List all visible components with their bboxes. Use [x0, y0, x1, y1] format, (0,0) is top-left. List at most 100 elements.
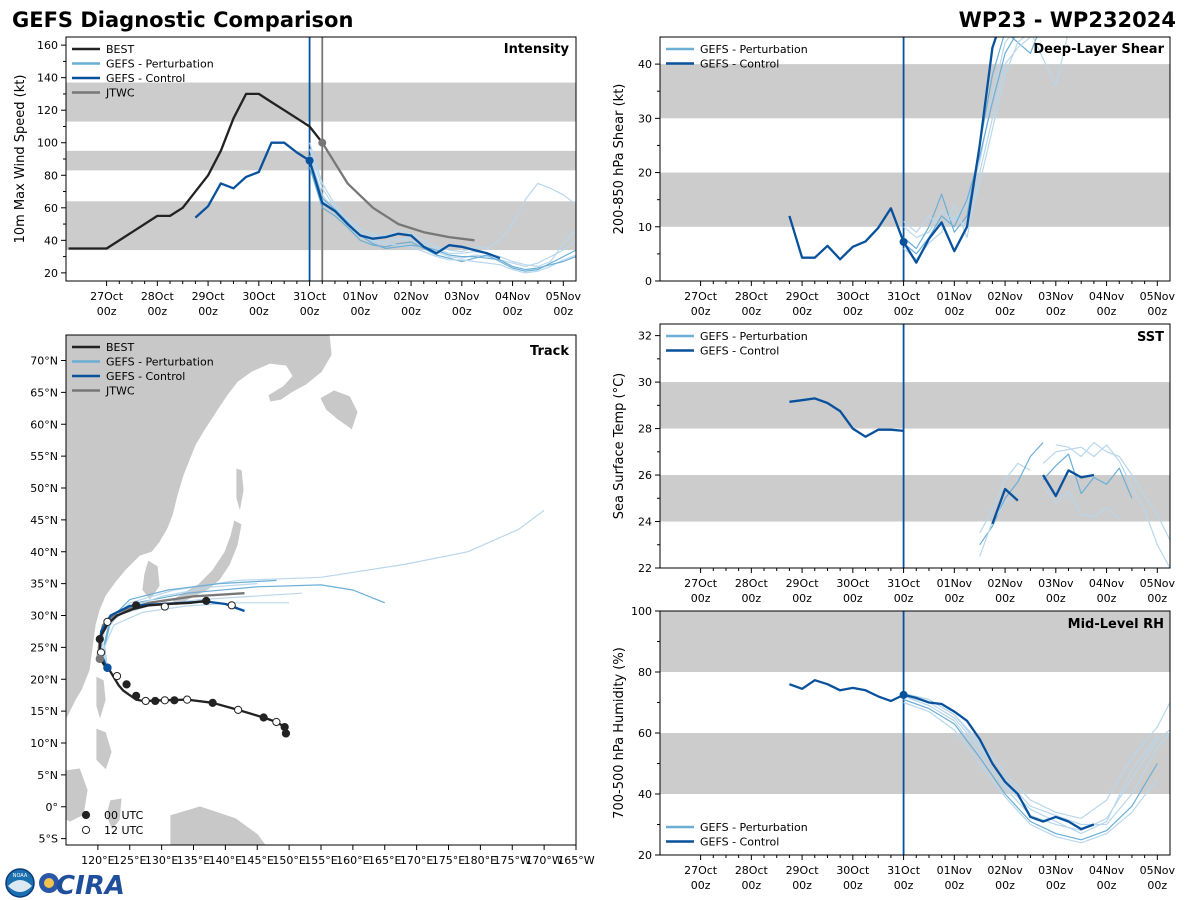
- sst-xtick-label: 01Nov: [937, 577, 973, 590]
- shear-band: [660, 172, 1170, 227]
- intensity-xtick-label: 05Nov: [546, 290, 582, 303]
- shear-xtick-label: 31Oct: [887, 290, 921, 303]
- track-map: [66, 335, 576, 845]
- shear-xtick-sublabel: 00z: [894, 305, 914, 318]
- sst-xtick-sublabel: 00z: [1097, 592, 1117, 605]
- shear-series-perturbation: [903, 37, 1068, 233]
- track-lon-label: 175°E: [432, 854, 465, 867]
- track-point-12utc: [160, 602, 169, 611]
- sst-xtick-label: 31Oct: [887, 577, 921, 590]
- sst-xtick-label: 29Oct: [786, 577, 820, 590]
- track-lat-label: 10°N: [30, 737, 58, 750]
- sst-xtick-sublabel: 00z: [1046, 592, 1066, 605]
- intensity-band: [66, 82, 576, 122]
- track-lat-label: 35°N: [30, 578, 58, 591]
- shear-xtick-label: 03Nov: [1038, 290, 1074, 303]
- track-point-00utc: [259, 713, 268, 722]
- rh-xtick-sublabel: 00z: [792, 879, 812, 892]
- shear-xtick-sublabel: 00z: [944, 305, 964, 318]
- sst-xtick-sublabel: 00z: [894, 592, 914, 605]
- rh-xtick-sublabel: 00z: [944, 879, 964, 892]
- track-point-00utc: [208, 698, 217, 707]
- track-point-00utc: [122, 680, 131, 689]
- track-lon-label: 170°E: [400, 854, 433, 867]
- track-lat-label: 30°N: [30, 610, 58, 623]
- rh-xtick-sublabel: 00z: [894, 879, 914, 892]
- rh-xtick-label: 31Oct: [887, 864, 921, 877]
- rh-series-perturbation: [903, 698, 1158, 841]
- sst-band: [660, 475, 1170, 522]
- track-point-00utc: [95, 634, 104, 644]
- shear-xtick-label: 27Oct: [684, 290, 718, 303]
- shear-xtick-sublabel: 00z: [1147, 305, 1167, 318]
- sst-xtick-label: 03Nov: [1038, 577, 1074, 590]
- sst-series-gefs-control: [1042, 469, 1095, 498]
- legend-label-control: GEFS - Control: [106, 370, 185, 383]
- track-series-perturbation: [103, 602, 290, 670]
- track-lon-label: 180°E: [464, 854, 497, 867]
- shear-ytick-label: 20: [638, 167, 652, 180]
- shear-xtick-label: 01Nov: [937, 290, 973, 303]
- shear-xtick-sublabel: 00z: [691, 305, 711, 318]
- sst-xtick-sublabel: 00z: [741, 592, 761, 605]
- rh-xtick-sublabel: 00z: [1046, 879, 1066, 892]
- rh-band: [660, 733, 1170, 794]
- track-point-12utc: [160, 696, 169, 705]
- storm-id: WP23 - WP232024: [959, 8, 1176, 32]
- shear-xtick-sublabel: 00z: [792, 305, 812, 318]
- rh-xtick-label: 01Nov: [937, 864, 973, 877]
- sst-series-perturbation: [1042, 444, 1170, 568]
- track-lon-label: 130°E: [145, 854, 178, 867]
- legend-marker-12utc: [81, 825, 91, 835]
- track-control-point: [103, 663, 112, 672]
- intensity-xtick-label: 28Oct: [141, 290, 175, 303]
- intensity-xtick-sublabel: 00z: [401, 305, 421, 318]
- shear-xtick-sublabel: 00z: [1097, 305, 1117, 318]
- shear-ytick-label: 10: [638, 221, 652, 234]
- track-lon-label: 165°E: [368, 854, 401, 867]
- rh-series-gefs-control: [789, 679, 1095, 831]
- legend-marker-label: 00 UTC: [104, 809, 144, 822]
- legend-marker-00utc: [81, 810, 91, 820]
- intensity-ytick-label: 160: [37, 39, 58, 52]
- legend-label-pert: GEFS - Perturbation: [106, 356, 214, 369]
- land-masses: [66, 335, 359, 845]
- track-lat-label: 5°N: [37, 769, 58, 782]
- track-lat-label: 40°N: [30, 546, 58, 559]
- shear-xtick-label: 28Oct: [735, 290, 769, 303]
- sst-ytick-label: 22: [638, 562, 652, 575]
- track-lat-label: 5°S: [39, 833, 58, 846]
- track-lat-label: 65°N: [30, 386, 58, 399]
- intensity-control-marker: [305, 156, 314, 165]
- track-lat-label: 55°N: [30, 450, 58, 463]
- rh-ytick-label: 80: [638, 666, 652, 679]
- figure-title: GEFS Diagnostic Comparison: [12, 8, 353, 32]
- rh-xtick-label: 03Nov: [1038, 864, 1074, 877]
- track-lon-label: 125°E: [113, 854, 146, 867]
- rh-xtick-label: 27Oct: [684, 864, 718, 877]
- track-point-00utc: [132, 601, 141, 610]
- intensity-ytick-label: 40: [44, 234, 58, 247]
- shear-ytick-label: 0: [645, 275, 652, 288]
- shear-ytick-label: 30: [638, 112, 652, 125]
- shear-band: [660, 64, 1170, 119]
- sst-ytick-label: 28: [638, 423, 652, 436]
- track-lon-label: 165°W: [557, 854, 594, 867]
- track-lon-label: 160°E: [336, 854, 369, 867]
- sst-series-gefs-control: [991, 487, 1019, 525]
- sst-ytick-label: 30: [638, 376, 652, 389]
- sst-xtick-sublabel: 00z: [944, 592, 964, 605]
- track-lon-label: 175°W: [494, 854, 531, 867]
- sst-series-perturbation: [979, 493, 1019, 557]
- sst-xtick-sublabel: 00z: [792, 592, 812, 605]
- intensity-xtick-sublabel: 00z: [198, 305, 218, 318]
- track-point-12utc: [272, 717, 281, 727]
- sst-ytick-label: 32: [638, 330, 652, 343]
- track-point-12utc: [234, 705, 243, 714]
- intensity-xtick-label: 02Nov: [393, 290, 429, 303]
- rh-ytick-label: 60: [638, 727, 652, 740]
- rh-series-perturbation: [903, 695, 1170, 826]
- track-lat-label: 25°N: [30, 641, 58, 654]
- intensity-ytick-label: 120: [37, 104, 58, 117]
